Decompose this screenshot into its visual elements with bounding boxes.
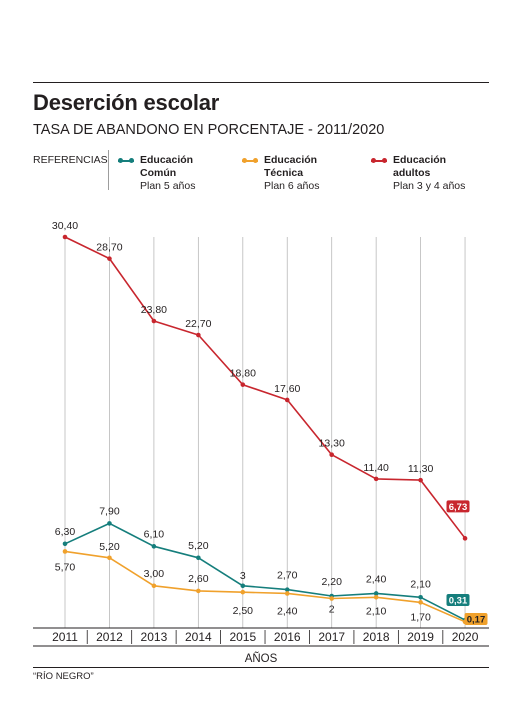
- legend-name: Común: [140, 167, 177, 179]
- value-badge: [446, 500, 470, 513]
- legend-detail: Plan 6 años: [264, 180, 320, 192]
- data-label: 2,70: [277, 570, 298, 582]
- orange-swatch-icon: [242, 157, 258, 164]
- data-point: [240, 589, 246, 595]
- data-point: [373, 476, 379, 482]
- x-tick-label: 2012: [96, 630, 123, 644]
- data-point: [240, 583, 246, 589]
- data-point: [329, 596, 335, 601]
- data-label: 13,30: [319, 438, 345, 450]
- data-label: 0,31: [449, 596, 468, 607]
- data-point: [107, 555, 112, 561]
- data-label: 2,10: [366, 605, 387, 617]
- red-swatch-icon: [371, 157, 387, 164]
- data-point: [62, 541, 68, 547]
- value-badge: [464, 613, 488, 625]
- legend-item-tecnica: Educación Técnica Plan 6 años: [242, 154, 320, 193]
- x-tick-label: 2019: [407, 630, 434, 644]
- data-point: [62, 549, 68, 554]
- chart-subtitle: TASA DE ABANDONO EN PORCENTAJE - 2011/20…: [33, 122, 385, 138]
- data-label: 5,70: [55, 561, 76, 573]
- data-label: 1,70: [410, 611, 431, 623]
- data-label: 7,90: [99, 505, 120, 517]
- data-label: 2: [329, 604, 335, 616]
- data-label: 2,20: [321, 576, 342, 588]
- x-tick-label: 2011: [52, 630, 78, 644]
- legend-name: Educación: [140, 154, 194, 166]
- data-label: 23,80: [141, 304, 167, 316]
- data-label: 6,30: [55, 526, 76, 538]
- data-point: [373, 591, 379, 596]
- series-line: [64, 550, 466, 623]
- x-tick-label: 2016: [274, 630, 301, 644]
- legend-name: Educación: [393, 154, 447, 166]
- legend-detail: Plan 3 y 4 años: [393, 180, 466, 192]
- data-label: 22,70: [185, 318, 211, 330]
- x-tick-label: 2017: [318, 630, 345, 644]
- teal-swatch-icon: [118, 157, 134, 164]
- data-point: [107, 521, 112, 526]
- data-point: [418, 477, 423, 483]
- legend-name: Técnica: [264, 167, 304, 179]
- data-label: 30,40: [52, 220, 78, 232]
- source-credit: “RÍO NEGRO”: [33, 671, 94, 682]
- legend-item-comun: Educación Común Plan 5 años: [118, 154, 196, 193]
- data-label: 3: [240, 570, 246, 582]
- legend-separator: [108, 150, 109, 190]
- data-point: [196, 555, 201, 561]
- data-point: [196, 332, 201, 338]
- x-tick-label: 2020: [452, 630, 479, 644]
- data-label: 2,50: [233, 605, 254, 617]
- data-point: [196, 588, 201, 594]
- data-point: [240, 382, 246, 387]
- data-point: [462, 536, 468, 541]
- data-point: [284, 587, 290, 592]
- series-line: [64, 236, 466, 539]
- legend-name: adultos: [393, 167, 431, 179]
- data-label: 11,40: [363, 462, 389, 474]
- data-point: [329, 452, 335, 457]
- data-point: [151, 318, 157, 324]
- data-label: 2,40: [277, 605, 298, 617]
- x-axis-title: AÑOS: [245, 652, 278, 665]
- data-point: [151, 583, 157, 589]
- data-point: [284, 591, 290, 596]
- footer-rule: [33, 667, 489, 668]
- legend-label: REFERENCIAS: [33, 154, 108, 166]
- data-label: 28,70: [96, 242, 122, 254]
- top-rule: [33, 82, 489, 83]
- data-label: 6,73: [449, 502, 468, 513]
- data-point: [373, 594, 379, 600]
- data-point: [418, 594, 423, 600]
- data-label: 3,00: [144, 568, 165, 580]
- data-point: [284, 397, 290, 403]
- data-point: [62, 234, 68, 240]
- legend-detail: Plan 5 años: [140, 180, 196, 192]
- x-tick-label: 2015: [229, 630, 256, 644]
- data-label: 2,10: [410, 578, 431, 590]
- data-point: [418, 600, 423, 605]
- x-tick-label: 2018: [363, 630, 390, 644]
- data-point: [151, 544, 157, 549]
- series-line: [64, 522, 466, 621]
- data-label: 17,60: [274, 383, 300, 395]
- x-tick-label: 2014: [185, 630, 212, 644]
- data-label: 6,10: [144, 528, 165, 540]
- data-point: [107, 256, 112, 261]
- data-label: 5,20: [99, 541, 120, 553]
- data-label: 0,17: [467, 615, 486, 626]
- data-label: 11,30: [408, 463, 434, 475]
- data-label: 5,20: [188, 540, 209, 552]
- chart-title: Deserción escolar: [33, 90, 220, 115]
- data-label: 2,40: [366, 573, 387, 585]
- x-tick-label: 2013: [141, 630, 168, 644]
- data-label: 2,60: [188, 573, 209, 585]
- legend-item-adultos: Educación adultos Plan 3 y 4 años: [371, 154, 466, 193]
- data-label: 18,80: [230, 368, 256, 380]
- value-badge: [446, 594, 470, 606]
- legend-name: Educación: [264, 154, 318, 166]
